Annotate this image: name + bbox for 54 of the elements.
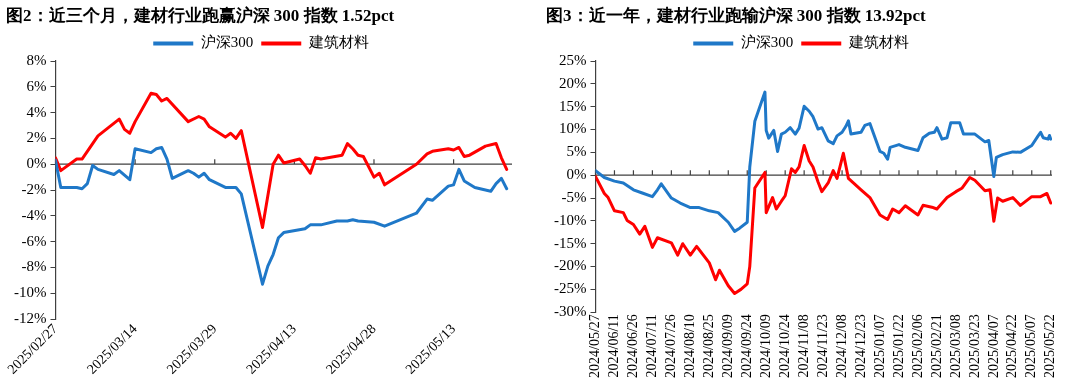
x-tick-label: 2025/04/07	[985, 314, 1001, 378]
y-tick-label: -6%	[21, 232, 47, 249]
x-tick-label: 2025/05/22	[1042, 314, 1058, 378]
y-tick-label: -25%	[553, 280, 587, 297]
x-tick-label: 2025/05/07	[1023, 314, 1039, 378]
x-tick-label: 2024/05/27	[587, 314, 603, 378]
chart-title: 图3：近一年，建材行业跑输沪深 300 指数 13.92pct	[545, 5, 927, 27]
x-tick-label: 2025/01/22	[890, 314, 906, 378]
chart-title: 图2：近三个月，建材行业跑赢沪深 300 指数 1.52pct	[5, 5, 396, 27]
x-tick-label: 2024/10/09	[757, 314, 773, 378]
y-tick-label: -20%	[553, 257, 587, 274]
y-tick-label: 0%	[566, 166, 587, 183]
x-tick-label: 2024/07/26	[663, 314, 679, 378]
y-tick-label: -5%	[561, 188, 587, 205]
y-tick-label: -4%	[21, 206, 47, 223]
x-tick-label: 2025/01/07	[871, 314, 887, 378]
y-tick-label: 0%	[26, 155, 47, 172]
legend-label: 建筑材料	[307, 34, 369, 51]
x-tick-label: 2025/03/23	[966, 314, 982, 378]
x-tick-label: 2024/08/10	[682, 314, 697, 378]
x-tick-label: 2024/09/09	[719, 314, 735, 378]
y-tick-label: -12%	[13, 309, 47, 326]
x-tick-label: 2025/04/22	[1004, 314, 1020, 378]
y-tick-label: -8%	[21, 258, 47, 275]
y-tick-label: 20%	[558, 74, 587, 91]
x-tick-label: 2024/11/08	[795, 314, 811, 378]
x-tick-label: 2024/06/26	[625, 314, 641, 378]
y-tick-label: -15%	[553, 234, 587, 251]
y-tick-label: 5%	[566, 143, 587, 160]
y-tick-label: 25%	[558, 51, 587, 68]
x-tick-label: 2024/12/08	[833, 314, 849, 378]
y-tick-label: -10%	[553, 211, 587, 228]
x-tick-label: 2024/06/11	[606, 314, 622, 378]
y-tick-label: -2%	[21, 180, 47, 197]
x-tick-label: 2025/02/21	[928, 314, 944, 378]
x-tick-label: 2024/07/11	[644, 314, 660, 378]
y-tick-label: 6%	[26, 77, 47, 94]
x-tick-label: 2024/11/23	[814, 314, 830, 378]
legend-label: 沪深300	[740, 34, 794, 51]
x-tick-label: 2025/03/08	[947, 314, 963, 378]
y-tick-label: 15%	[558, 97, 587, 114]
x-tick-label: 2024/09/24	[738, 314, 754, 378]
y-tick-label: 10%	[558, 120, 587, 137]
legend-label: 建筑材料	[847, 34, 909, 51]
y-tick-label: -10%	[13, 284, 47, 301]
y-tick-label: -30%	[553, 303, 587, 320]
y-tick-label: 8%	[26, 51, 47, 68]
x-tick-label: 2024/10/24	[776, 314, 792, 378]
x-tick-label: 2024/12/23	[852, 314, 868, 378]
x-tick-label: 2024/08/25	[700, 314, 716, 378]
y-tick-label: 2%	[26, 129, 47, 146]
legend-label: 沪深300	[200, 34, 254, 51]
y-tick-label: 4%	[26, 103, 47, 120]
x-tick-label: 2025/02/06	[909, 314, 925, 378]
